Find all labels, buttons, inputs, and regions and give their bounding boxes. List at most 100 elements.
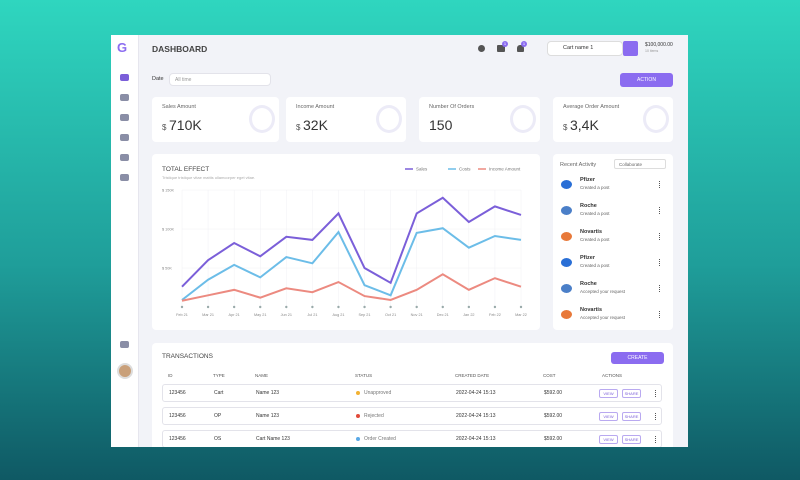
- column-header: ACTIONS: [602, 373, 623, 378]
- more-menu[interactable]: [659, 233, 661, 240]
- x-tick-label: Dec 21: [437, 313, 449, 317]
- company-logo: [561, 284, 572, 293]
- activity-action: Accepted your request: [580, 315, 626, 320]
- cell: OS: [214, 435, 222, 442]
- row-action[interactable]: SHARE: [622, 412, 641, 421]
- activity-action: Created a post: [580, 211, 610, 216]
- cart-select[interactable]: Cart name 1: [547, 41, 623, 56]
- x-tick-label: May 21: [254, 313, 266, 317]
- x-tick-dot: [467, 305, 471, 309]
- avatar[interactable]: [117, 363, 133, 379]
- x-tick-dot: [232, 305, 236, 309]
- stat-card: Average Order Amount $3,4K: [553, 97, 673, 142]
- nav-item[interactable]: [120, 174, 129, 181]
- row-action[interactable]: VIEW: [599, 412, 618, 421]
- company-logo: [561, 206, 572, 215]
- company-name: Pfizer: [580, 177, 595, 183]
- more-menu[interactable]: [659, 285, 661, 292]
- more-menu[interactable]: [659, 259, 661, 266]
- x-tick-dot: [259, 305, 262, 309]
- cell: Name 123: [256, 389, 280, 396]
- more-menu[interactable]: [655, 436, 657, 443]
- nav-item[interactable]: [120, 94, 129, 101]
- x-tick-label: Mar 21: [202, 313, 214, 317]
- x-tick-label: Aug 21: [332, 313, 344, 317]
- cart-name: Cart name 1: [563, 45, 594, 51]
- legend-label: Sales: [416, 167, 428, 172]
- nav-dashboard[interactable]: [120, 74, 129, 81]
- cart-dropdown[interactable]: [623, 41, 638, 56]
- activity-action: Created a post: [580, 185, 610, 190]
- cell: $592.00: [544, 435, 563, 442]
- notifications-icon[interactable]: [517, 45, 524, 52]
- row-action[interactable]: VIEW: [599, 389, 618, 398]
- nav-item[interactable]: [120, 114, 129, 121]
- cell: 2022-04-24 15:13: [456, 412, 496, 419]
- legend-label: Income Amount: [489, 167, 521, 172]
- action-button[interactable]: ACTION: [620, 73, 673, 87]
- stat-currency: $: [296, 123, 301, 132]
- cell: Cart: [214, 389, 224, 396]
- create-button[interactable]: CREATE: [611, 352, 664, 364]
- company-logo: [561, 258, 572, 267]
- settings[interactable]: [120, 341, 129, 348]
- cell: 2022-04-24 15:13: [456, 435, 496, 442]
- row-action[interactable]: VIEW: [599, 435, 618, 444]
- x-tick-dot: [389, 305, 392, 309]
- y-tick-label: $ 50K: [162, 267, 172, 271]
- stat-label: Sales Amount: [162, 104, 196, 110]
- activity-action: Created a post: [580, 263, 610, 268]
- row-action[interactable]: SHARE: [622, 389, 641, 398]
- x-tick-label: Jul 21: [307, 313, 317, 317]
- stat-currency: $: [563, 123, 568, 132]
- transactions-card: TRANSACTIONS CREATE ID TYPE NAME STATUS CREA…: [152, 343, 673, 447]
- column-header: COST: [543, 373, 556, 378]
- x-tick-label: Sep 21: [359, 313, 371, 317]
- x-tick-dot: [206, 305, 210, 309]
- cell: 2022-04-24 15:13: [456, 389, 496, 396]
- x-tick-label: Oct 21: [385, 313, 396, 317]
- bug-icon[interactable]: [478, 45, 485, 52]
- cell: Order Created: [364, 435, 396, 442]
- x-tick-label: Jan 22: [463, 313, 474, 317]
- stat-value: 32K: [303, 117, 328, 133]
- stat-icon: [376, 105, 402, 133]
- more-menu[interactable]: [659, 311, 661, 318]
- x-tick-label: Apr 21: [229, 313, 240, 317]
- activity-filter[interactable]: Collaborate: [614, 159, 666, 169]
- cell: 123456: [169, 412, 186, 419]
- chart-title: TOTAL EFFECT: [162, 166, 209, 173]
- logo[interactable]: G: [117, 40, 128, 55]
- stat-card: Number Of Orders 150: [419, 97, 540, 142]
- chart: TOTAL EFFECT Tristique tristique vitae ma…: [162, 166, 527, 317]
- x-tick-label: Nov 21: [411, 313, 423, 317]
- more-menu[interactable]: [659, 207, 661, 214]
- date-input[interactable]: All time: [169, 73, 271, 86]
- more-menu[interactable]: [659, 181, 661, 188]
- stat-card: Sales Amount $710K: [152, 97, 279, 142]
- series-line: [181, 196, 522, 288]
- stat-icon: [643, 105, 669, 133]
- cell: 123456: [169, 435, 186, 442]
- company-logo: [561, 232, 572, 241]
- stat-card: Income Amount $32K: [286, 97, 406, 142]
- status-dot: [356, 391, 360, 395]
- cell: 123456: [169, 389, 186, 396]
- company-logo: [561, 180, 572, 189]
- page-title: DASHBOARD: [152, 44, 208, 54]
- stat-icon: [510, 105, 536, 133]
- more-menu[interactable]: [655, 413, 657, 420]
- row-action[interactable]: SHARE: [622, 435, 641, 444]
- table-row: 123456 Cart Name 123 Unapproved 2022-04-24 1…: [162, 384, 662, 402]
- filter-text: Collaborate: [619, 161, 643, 167]
- x-tick-label: Feb 22: [489, 313, 501, 317]
- status-dot: [356, 414, 360, 418]
- nav-item[interactable]: [120, 134, 129, 141]
- more-menu[interactable]: [655, 390, 657, 397]
- cell: $592.00: [544, 412, 563, 419]
- messages-icon[interactable]: [497, 45, 505, 52]
- activity-action: Accepted your request: [580, 289, 626, 294]
- cell: $592.00: [544, 389, 563, 396]
- stat-currency: $: [162, 123, 167, 132]
- nav-item[interactable]: [120, 154, 129, 161]
